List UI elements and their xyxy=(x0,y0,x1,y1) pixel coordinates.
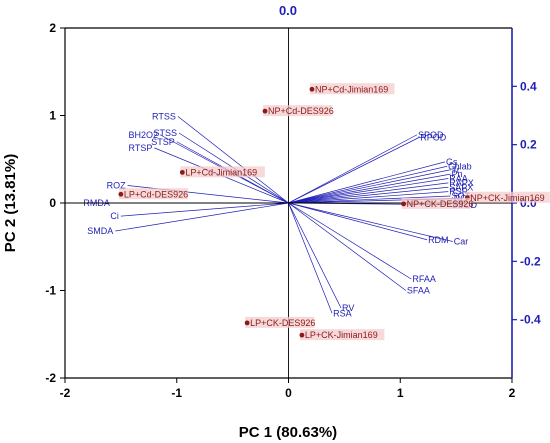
score-point xyxy=(309,86,315,92)
score-highlight xyxy=(401,197,471,209)
loading-vector xyxy=(288,134,418,204)
loading-label: RSP xyxy=(449,187,468,197)
loading-vector xyxy=(288,186,449,204)
loading-label: SOT xyxy=(452,191,471,201)
x-axis-title: PC 1 (80.63%) xyxy=(239,424,337,441)
y-tick-label: 2 xyxy=(49,21,56,35)
score-label: NP+Cd-Jimian169 xyxy=(315,84,388,94)
y-tick-label: 1 xyxy=(49,109,56,123)
loading-label: STSP xyxy=(151,137,175,147)
loading-vector xyxy=(288,202,412,280)
score-point xyxy=(401,201,407,207)
x-tick-label: -1 xyxy=(171,386,182,400)
loading-vector xyxy=(288,195,451,204)
loading-label: RAPX xyxy=(449,178,474,188)
loading-vector xyxy=(288,202,407,291)
loading-label: RAA xyxy=(449,174,468,184)
loading-vector xyxy=(288,137,420,204)
loading-vector xyxy=(288,182,449,204)
loading-label: Car xyxy=(454,237,469,247)
score-label: NP+Cd-DES926 xyxy=(268,106,334,116)
loading-label: RPOD xyxy=(420,132,447,142)
x-tick-label: 2 xyxy=(509,386,516,400)
y-axis-title: PC 2 (13.81%) xyxy=(2,154,19,252)
loading-vector xyxy=(288,202,428,241)
score-label: NP+CK-DES926 xyxy=(407,199,474,209)
y-tick-label: 0 xyxy=(49,196,56,210)
loading-label: RTSP xyxy=(129,143,153,153)
y-tick-label: -2 xyxy=(45,371,56,385)
loading-vector xyxy=(115,202,289,232)
score-label: LP+Cd-DES926 xyxy=(124,189,188,199)
loading-label: SAPX xyxy=(449,182,473,192)
score-highlight xyxy=(118,188,189,200)
score-highlight xyxy=(299,329,385,341)
loading-tick-label: 0.2 xyxy=(520,138,537,152)
loading-vector xyxy=(288,169,451,204)
x-tick-label: -2 xyxy=(60,386,71,400)
loading-tick-label: -0.2 xyxy=(520,254,541,268)
loading-label: Pn xyxy=(452,169,463,179)
loading-label: Ci xyxy=(110,211,119,221)
loading-label: SMDA xyxy=(87,226,113,236)
score-highlight xyxy=(465,191,550,203)
loading-vector xyxy=(288,173,451,204)
loading-label: STSS xyxy=(153,128,177,138)
loading-label: RTSS xyxy=(152,111,176,121)
loading-vector xyxy=(288,191,449,204)
loading-label: RSA xyxy=(333,308,352,318)
loading-vector xyxy=(288,165,448,204)
loading-label: RFAA xyxy=(412,274,436,284)
loading-vector xyxy=(177,116,289,204)
loading-label: RDM xyxy=(428,235,449,245)
top-axis-label: 0.0 xyxy=(279,3,297,18)
loading-label: SPOD xyxy=(418,130,444,140)
loading-vector xyxy=(288,178,449,204)
loading-label: RV xyxy=(342,303,354,313)
x-tick-label: 1 xyxy=(397,386,404,400)
loading-tick-label: 0.4 xyxy=(520,79,537,93)
loading-vector xyxy=(288,161,446,204)
score-label: LP+CK-DES926 xyxy=(250,318,315,328)
y-tick-label: -1 xyxy=(45,284,56,298)
score-highlight xyxy=(309,83,395,95)
loading-vector xyxy=(288,202,453,242)
score-point xyxy=(118,191,124,197)
loading-label: Gs xyxy=(446,157,458,167)
x-tick-label: 0 xyxy=(285,386,292,400)
score-label: LP+CK-Jimian169 xyxy=(305,330,378,340)
loading-vector xyxy=(288,202,342,309)
score-point xyxy=(244,320,250,326)
score-highlight xyxy=(245,316,315,328)
loading-label: SFAA xyxy=(407,286,430,296)
score-highlight xyxy=(180,166,265,178)
loading-label: Tr xyxy=(452,165,460,175)
loading-label: BH2O2 xyxy=(128,130,158,140)
loading-vector xyxy=(120,202,289,217)
score-point xyxy=(299,332,305,338)
score-point xyxy=(262,108,268,114)
loading-tick-label: -0.4 xyxy=(520,313,541,327)
loading-label: ROZ xyxy=(107,181,127,191)
loading-vector xyxy=(288,202,333,314)
score-label: NP+CK-Jimian169 xyxy=(470,193,544,203)
score-layer: NP+Cd-Jimian169 NP+Cd-DES926 LP+Cd-Jimian1… xyxy=(118,83,550,341)
score-point xyxy=(179,169,185,175)
loading-label: Chlab xyxy=(448,161,472,171)
vector-layer: RTSSSTSSBH2O2STSPRTSPROZRMDACiSMDASPODRP… xyxy=(83,111,477,318)
score-highlight xyxy=(263,105,333,117)
score-label: LP+Cd-Jimian169 xyxy=(185,167,257,177)
